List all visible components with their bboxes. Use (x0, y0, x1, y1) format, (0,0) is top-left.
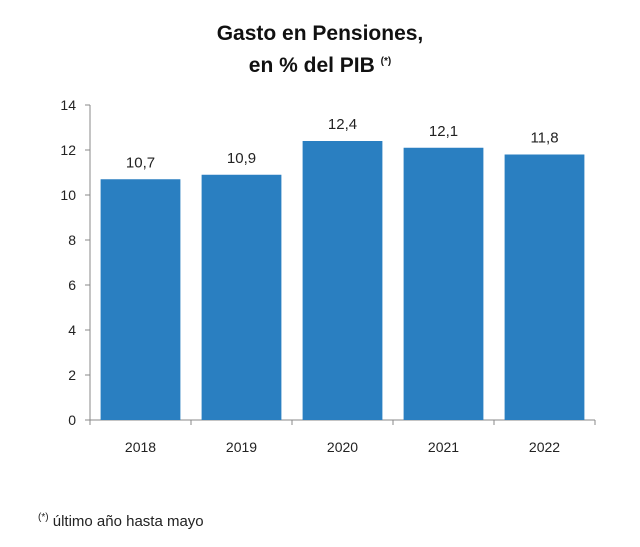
bar-2022 (504, 154, 585, 420)
y-tick-label: 12 (60, 142, 76, 158)
chart-title: Gasto en Pensiones, (216, 22, 424, 45)
y-tick-label: 10 (60, 187, 76, 203)
bar-2018 (100, 179, 181, 420)
x-tick-label: 2018 (125, 439, 156, 455)
y-tick-label: 6 (68, 277, 76, 293)
chart-subtitle: en % del PIB (*) (248, 54, 392, 77)
x-tick-label: 2019 (226, 439, 257, 455)
footnote-marker: (*) (38, 512, 49, 523)
y-tick-label: 4 (68, 322, 76, 338)
data-label: 12,4 (328, 116, 357, 133)
bar-2021 (403, 147, 484, 420)
y-tick-label: 14 (60, 97, 76, 113)
y-tick-label: 2 (68, 367, 76, 383)
title-marker: (*) (380, 56, 392, 67)
data-label: 10,9 (227, 150, 256, 167)
x-tick-label: 2022 (529, 439, 560, 455)
bar-2019 (201, 174, 282, 420)
x-tick-label: 2020 (327, 439, 358, 455)
data-label: 10,7 (126, 154, 155, 171)
y-tick-label: 0 (68, 412, 76, 428)
bar-2020 (302, 141, 383, 420)
data-label: 12,1 (429, 123, 458, 140)
y-tick-label: 8 (68, 232, 76, 248)
data-label: 11,8 (530, 130, 558, 147)
x-tick-label: 2021 (428, 439, 459, 455)
footnote: (*) último año hasta mayo (38, 512, 204, 530)
